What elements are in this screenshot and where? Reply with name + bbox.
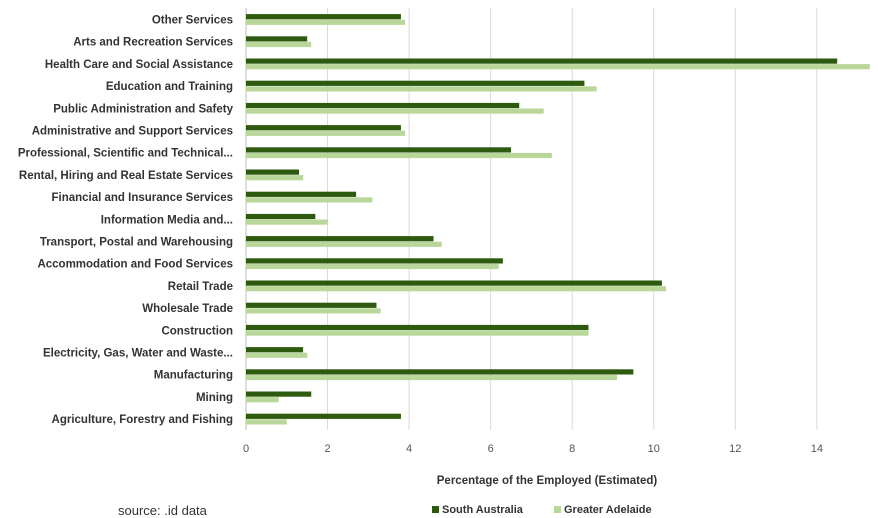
x-tick-label: 8: [569, 443, 575, 455]
bar-south-australia: [246, 324, 589, 331]
bar-south-australia: [246, 14, 401, 20]
bar-south-australia: [246, 347, 304, 353]
bar-south-australia: [246, 36, 308, 42]
category-label: Public Administration and Safety: [53, 103, 233, 115]
category-label: Wholesale Trade: [142, 303, 233, 315]
bar-greater-adelaide: [246, 263, 499, 270]
bar-greater-adelaide: [246, 197, 373, 203]
legend-label: South Australia: [442, 504, 524, 515]
legend: South Australia Greater Adelaide: [432, 504, 652, 515]
category-label: Education and Training: [106, 81, 233, 93]
x-tick-label: 4: [406, 443, 412, 455]
bar-greater-adelaide: [246, 397, 279, 403]
bar-south-australia: [246, 236, 434, 242]
bar-greater-adelaide: [246, 175, 304, 181]
bar-south-australia: [246, 191, 357, 197]
category-label: Financial and Insurance Services: [51, 192, 233, 204]
category-label: Arts and Recreation Services: [73, 37, 233, 49]
category-label: Other Services: [152, 15, 233, 27]
category-label: Transport, Postal and Warehousing: [40, 237, 233, 249]
category-label: Health Care and Social Assistance: [45, 59, 233, 71]
bar-south-australia: [246, 258, 503, 264]
bar-greater-adelaide: [246, 219, 328, 225]
legend-swatch: [554, 506, 561, 513]
bar-south-australia: [246, 302, 377, 308]
category-label: Accommodation and Food Services: [37, 259, 233, 271]
x-axis-title: Percentage of the Employed (Estimated): [437, 475, 658, 487]
bar-south-australia: [246, 213, 316, 220]
x-tick-label: 6: [488, 443, 494, 455]
x-tick-label: 0: [243, 443, 249, 455]
bar-greater-adelaide: [246, 152, 552, 159]
bar-greater-adelaide: [246, 86, 597, 92]
x-tick-labels: 0 2 4 6 8 10 12 14: [243, 443, 823, 455]
category-labels: Other Services Arts and Recreation Servic…: [18, 15, 234, 427]
bar-south-australia: [246, 169, 300, 175]
legend-label: Greater Adelaide: [564, 504, 652, 515]
grid-lines: [245, 8, 818, 430]
bar-greater-adelaide: [246, 108, 544, 114]
bars: [246, 14, 870, 425]
bar-greater-adelaide: [246, 419, 287, 425]
category-label: Mining: [196, 392, 233, 404]
bar-south-australia: [246, 369, 634, 375]
x-tick-label: 12: [729, 443, 741, 455]
bar-south-australia: [246, 413, 401, 419]
bar-south-australia: [246, 391, 312, 397]
legend-swatch: [432, 506, 439, 513]
bar-greater-adelaide: [246, 286, 666, 292]
category-label: Information Media and...: [101, 214, 233, 226]
category-label: Electricity, Gas, Water and Waste...: [43, 348, 233, 360]
bar-greater-adelaide: [246, 41, 312, 48]
category-label: Agriculture, Forestry and Fishing: [52, 414, 233, 426]
bar-south-australia: [246, 147, 512, 153]
bar-greater-adelaide: [246, 352, 308, 358]
bar-south-australia: [246, 58, 838, 64]
bar-greater-adelaide: [246, 19, 406, 25]
x-tick-label: 2: [324, 443, 330, 455]
bar-greater-adelaide: [246, 64, 870, 70]
bar-south-australia: [246, 102, 520, 109]
bar-greater-adelaide: [246, 241, 442, 247]
category-label: Retail Trade: [168, 281, 233, 293]
bar-south-australia: [246, 125, 401, 131]
category-label: Administrative and Support Services: [32, 126, 233, 138]
bar-south-australia: [246, 280, 662, 286]
x-tick-label: 10: [648, 443, 660, 455]
bar-greater-adelaide: [246, 374, 618, 381]
bar-greater-adelaide: [246, 130, 406, 136]
source-note: source: .id data: [118, 503, 207, 518]
bar-greater-adelaide: [246, 330, 589, 336]
bar-greater-adelaide: [246, 308, 381, 314]
category-label: Rental, Hiring and Real Estate Services: [19, 170, 233, 182]
category-label: Construction: [161, 325, 233, 337]
bar-south-australia: [246, 80, 585, 86]
category-label: Professional, Scientific and Technical..…: [18, 148, 233, 160]
category-label: Manufacturing: [154, 370, 233, 382]
x-tick-label: 14: [811, 443, 823, 455]
